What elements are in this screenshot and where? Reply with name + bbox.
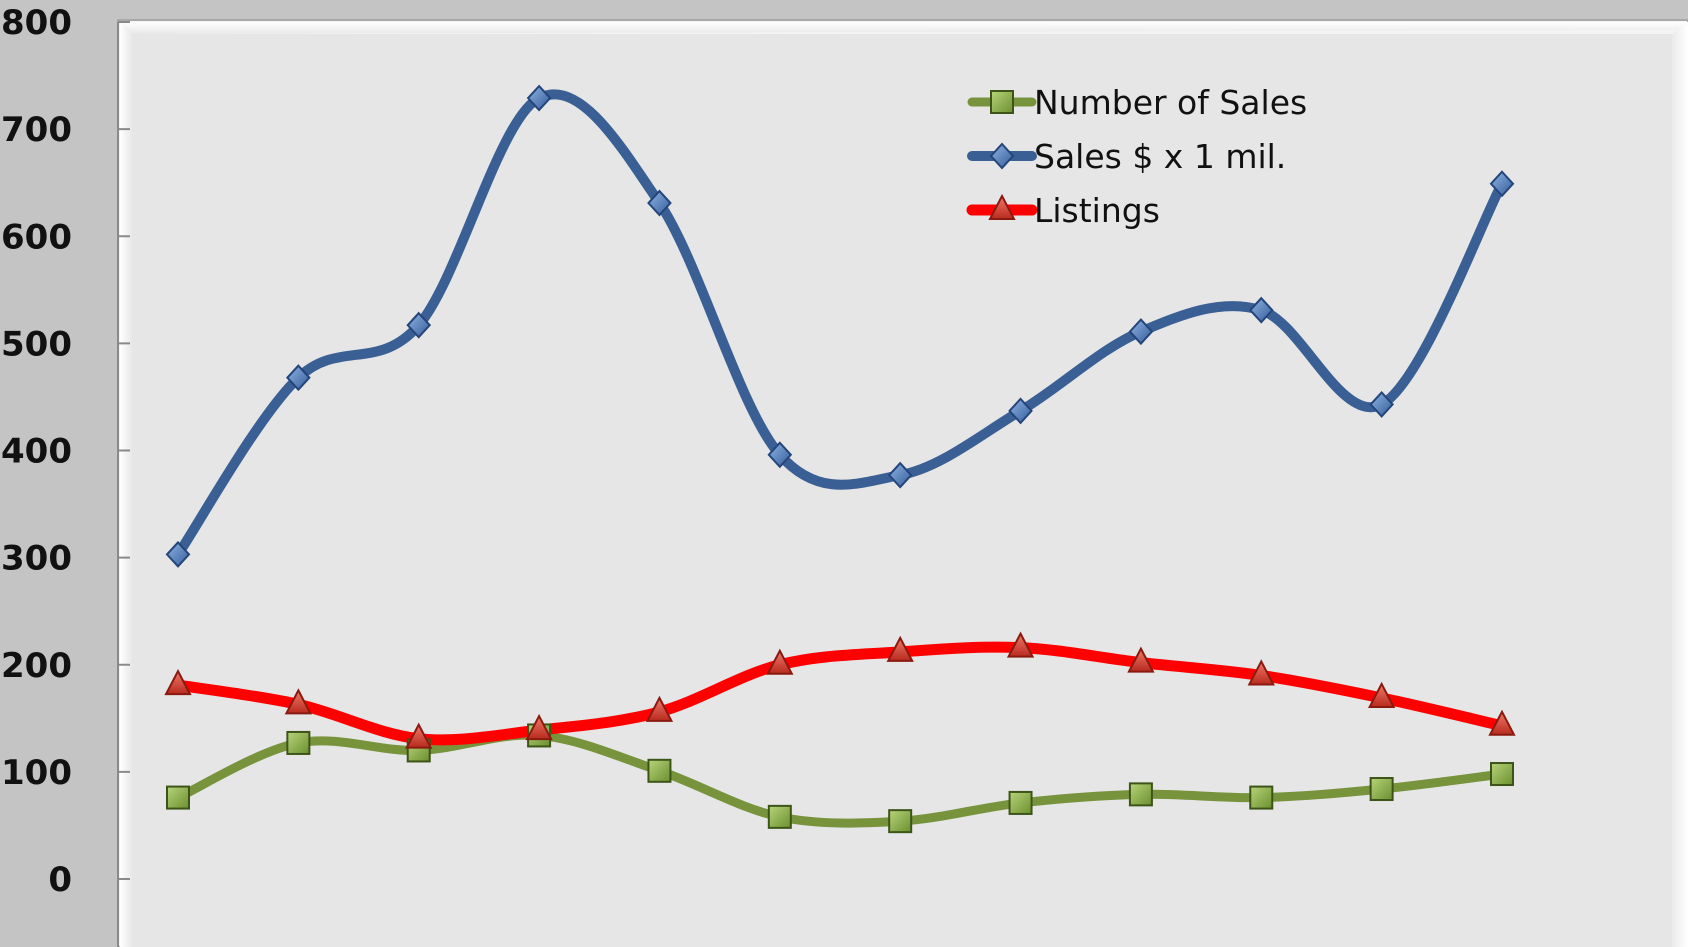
data-point-0-9 [1250, 787, 1272, 809]
y-tick-label: 600 [1, 217, 72, 257]
y-tick-label: 800 [1, 3, 72, 43]
data-point-0-8 [1130, 783, 1152, 805]
legend-label-1: Sales $ x 1 mil. [1034, 137, 1286, 176]
data-point-0-5 [769, 806, 791, 828]
data-point-0-11 [1491, 763, 1513, 785]
data-point-0-1 [287, 732, 309, 754]
y-tick-label: 300 [1, 539, 72, 579]
y-tick-label: 200 [1, 646, 72, 686]
y-tick-label: 100 [1, 753, 72, 793]
data-point-0-0 [167, 787, 189, 809]
y-axis: 0 100 200 300 400 500 600 700 800 [1, 3, 130, 947]
legend-marker-0 [991, 91, 1013, 113]
y-tick-label: 500 [1, 324, 72, 364]
y-tick-label: 400 [1, 432, 72, 472]
data-point-0-7 [1010, 792, 1032, 814]
legend-label-0: Number of Sales [1034, 83, 1307, 122]
y-tick-label: 0 [48, 860, 72, 900]
legend-label-2: Listings [1034, 191, 1160, 230]
data-point-0-6 [889, 810, 911, 832]
data-point-0-10 [1371, 778, 1393, 800]
data-point-0-4 [648, 760, 670, 782]
y-tick-label: 700 [1, 110, 72, 150]
